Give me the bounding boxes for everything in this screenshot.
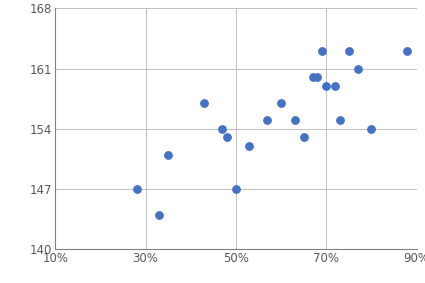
Point (246, 144, 253, 148)
Point (232, 187, 239, 191)
Point (133, 187, 140, 191)
Point (278, 101, 284, 105)
Point (309, 75, 316, 80)
Point (201, 101, 208, 105)
Point (291, 118, 298, 123)
Point (354, 67, 361, 71)
Point (323, 83, 330, 88)
Point (346, 49, 352, 54)
Point (404, 49, 411, 54)
Point (368, 127, 375, 131)
Point (165, 152, 172, 157)
Point (332, 83, 339, 88)
Point (318, 49, 325, 54)
Point (219, 127, 226, 131)
Point (156, 213, 162, 217)
Point (224, 135, 230, 140)
Point (314, 75, 320, 80)
Point (336, 118, 343, 123)
Point (300, 135, 307, 140)
Point (264, 118, 271, 123)
